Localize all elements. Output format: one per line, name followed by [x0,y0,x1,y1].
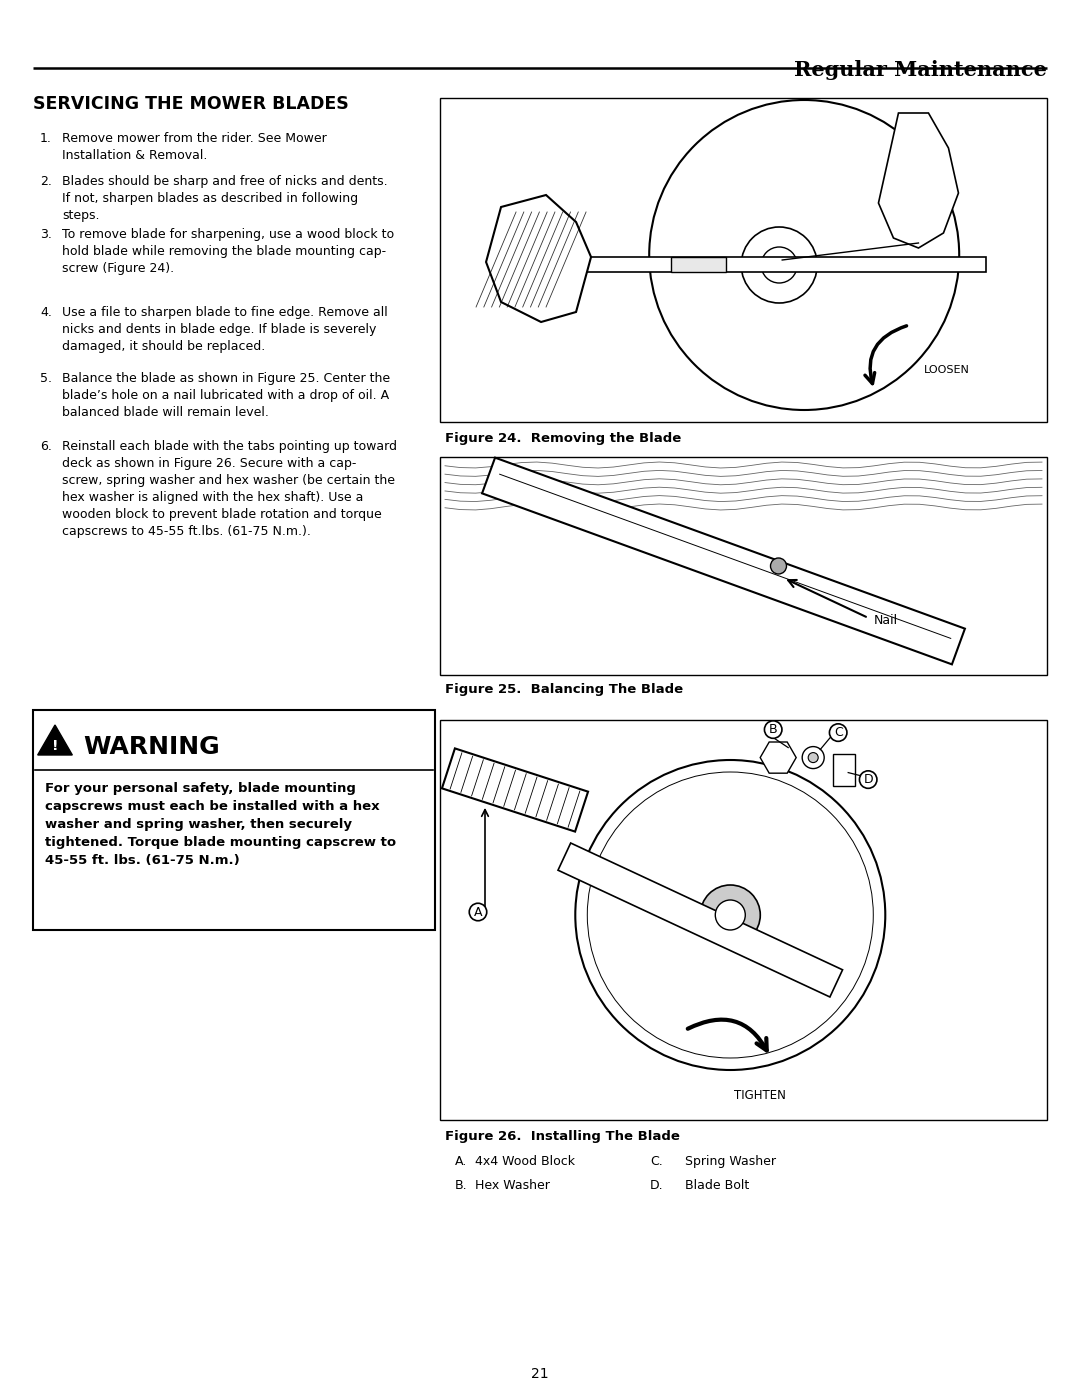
Text: Reinstall each blade with the tabs pointing up toward
deck as shown in Figure 26: Reinstall each blade with the tabs point… [62,440,397,538]
Text: 3.: 3. [40,228,52,242]
Text: Use a file to sharpen blade to fine edge. Remove all
nicks and dents in blade ed: Use a file to sharpen blade to fine edge… [62,306,388,353]
Text: Balance the blade as shown in Figure 25. Center the
blade’s hole on a nail lubri: Balance the blade as shown in Figure 25.… [62,372,390,419]
Text: Regular Maintenance: Regular Maintenance [794,60,1047,80]
Text: C: C [834,726,842,739]
Text: 1.: 1. [40,131,52,145]
Polygon shape [558,842,842,997]
Text: WARNING: WARNING [83,735,219,759]
Text: A: A [474,905,483,918]
Text: A.: A. [455,1155,468,1168]
Text: B: B [769,724,778,736]
FancyBboxPatch shape [440,457,1047,675]
Text: To remove blade for sharpening, use a wood block to
hold blade while removing th: To remove blade for sharpening, use a wo… [62,228,394,275]
Text: Remove mower from the rider. See Mower
Installation & Removal.: Remove mower from the rider. See Mower I… [62,131,327,162]
Text: Nail: Nail [874,615,897,627]
Text: Figure 25.  Balancing The Blade: Figure 25. Balancing The Blade [445,683,684,696]
FancyBboxPatch shape [440,719,1047,1120]
Text: LOOSEN: LOOSEN [924,365,970,374]
Text: 5.: 5. [40,372,52,386]
Polygon shape [501,257,986,272]
Text: TIGHTEN: TIGHTEN [734,1090,786,1102]
Text: For your personal safety, blade mounting
capscrews must each be installed with a: For your personal safety, blade mounting… [45,782,396,868]
FancyBboxPatch shape [33,710,435,930]
Text: Spring Washer: Spring Washer [685,1155,777,1168]
Circle shape [770,557,786,574]
Polygon shape [878,113,958,249]
Polygon shape [486,196,591,321]
Text: 21: 21 [531,1368,549,1382]
Text: B.: B. [455,1179,468,1192]
Text: Blade Bolt: Blade Bolt [685,1179,750,1192]
Polygon shape [671,257,726,272]
Text: 2.: 2. [40,175,52,189]
Polygon shape [482,458,964,665]
Text: Blades should be sharp and free of nicks and dents.
If not, sharpen blades as de: Blades should be sharp and free of nicks… [62,175,388,222]
Text: D: D [863,773,873,787]
Polygon shape [760,742,796,773]
FancyBboxPatch shape [440,98,1047,422]
Circle shape [808,753,819,763]
Circle shape [715,900,745,930]
Text: Hex Washer: Hex Washer [475,1179,550,1192]
Text: Figure 24.  Removing the Blade: Figure 24. Removing the Blade [445,432,681,446]
Polygon shape [38,725,72,754]
Polygon shape [442,749,589,831]
Text: D.: D. [650,1179,663,1192]
Circle shape [700,886,760,944]
Text: 4x4 Wood Block: 4x4 Wood Block [475,1155,575,1168]
Text: Figure 26.  Installing The Blade: Figure 26. Installing The Blade [445,1130,680,1143]
FancyBboxPatch shape [833,753,855,785]
Text: !: ! [52,739,58,753]
Text: 6.: 6. [40,440,52,453]
Circle shape [802,746,824,768]
Text: SERVICING THE MOWER BLADES: SERVICING THE MOWER BLADES [33,95,349,113]
Text: 4.: 4. [40,306,52,319]
Text: C.: C. [650,1155,663,1168]
